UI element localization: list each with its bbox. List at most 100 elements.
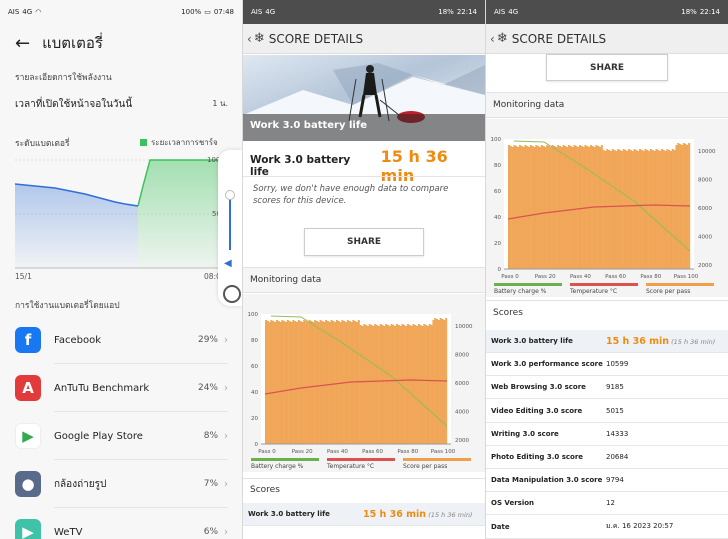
volume-thumb[interactable] [225,190,235,200]
score-bar [578,145,581,269]
score-bar [597,146,600,269]
score-bar [421,326,424,444]
share-button[interactable]: SHARE [546,54,668,81]
legend-swatch [570,283,638,286]
score-bar [653,151,656,269]
score-bar [328,322,331,444]
score-row: OS Version 12 [486,492,728,516]
camera-icon: ● [15,471,41,497]
speaker-icon[interactable]: ◀ [224,258,232,269]
clock: 22:14 [456,8,477,16]
score-bar [669,151,672,269]
chevron-right-icon: › [224,382,228,394]
score-bar [394,326,397,444]
score-bar [274,322,277,444]
x-tick: Pass 80 [397,449,418,455]
page-title: แบตเตอรี่ [42,34,103,52]
y-left-tick: 100 [491,137,502,143]
y-right-tick: 10000 [698,149,716,155]
monitoring-heading: Monitoring data [243,267,485,293]
charge-line [137,159,220,207]
app-row[interactable]: f Facebook 29% › [15,322,228,358]
score-row: Video Editing 3.0 score 5015 [486,400,728,423]
battery-percent: 100% [181,8,202,16]
score-bar [356,322,359,444]
score-bar [535,145,538,269]
app-name: Google Play Store [54,430,143,442]
score-bar [546,145,549,269]
score-bar [602,150,605,269]
score-bar [350,322,353,444]
charge-legend-swatch [140,139,147,146]
screen-on-row[interactable]: เวลาที่เปิดใช้หน้าจอในวันนี้ 1 น. [15,97,228,112]
score-key: Video Editing 3.0 score [491,406,583,415]
app-row[interactable]: ▶ Google Play Store 8% › [15,418,228,454]
score-key: Photo Editing 3.0 score [491,453,584,461]
score-bar [419,325,422,444]
score-bar [426,326,429,444]
list-divider [54,411,228,412]
legend-label: Temperature °C [327,463,375,470]
back-chevron-icon[interactable]: ‹ [490,31,495,46]
score-value: 12 [606,499,615,508]
score-bar [325,320,328,444]
score-bar [405,326,408,444]
score-bar [684,144,687,269]
score-bar [528,147,531,269]
score-bar [286,320,289,444]
app-row[interactable]: A AnTuTu Benchmark 24% › [15,370,228,406]
network-type: 4G [265,8,276,16]
status-bar: AIS 4G 18% 22:14 [243,0,485,24]
app-name: AnTuTu Benchmark [54,382,150,394]
battery-life-summary: Work 3.0 battery life 15 h 36 min [250,147,485,185]
score-row: Work 3.0 performance score 10599 [486,353,728,377]
network-type: 4G [22,8,33,16]
score-value-cell: ม.ค. 16 2023 20:57 [606,521,728,532]
score-bar [441,319,444,444]
chart-legend: Battery charge % Temperature °C Score per … [251,458,471,470]
share-button[interactable]: SHARE [304,228,424,256]
x-tick: Pass 0 [501,274,519,280]
score-bar [673,150,676,269]
battery-life-label: Work 3.0 battery life [250,154,351,178]
score-row: Date ม.ค. 16 2023 20:57 [486,516,728,539]
app-row[interactable]: ▶ WeTV 6% › [15,514,228,539]
score-bar [613,150,616,269]
monitoring-heading: Monitoring data [486,92,728,118]
score-bar [314,320,317,444]
sound-settings-gear-icon[interactable] [223,285,241,303]
volume-slider-popup[interactable]: ◀ [218,150,242,306]
score-value-cell: 12 [606,499,728,507]
score-bar [551,145,554,269]
hero-caption: Work 3.0 battery life [243,114,485,141]
score-bar [573,145,576,269]
score-bar [408,325,411,444]
score-bar [628,149,631,269]
y-right-tick: 4000 [455,410,469,416]
score-bar [633,149,636,269]
score-value: 14333 [606,429,629,438]
monitoring-chart: 100 80 60 40 20 0 10000 8000 6000 4000 2000 Pass 0 P… [248,312,473,455]
score-bar [330,320,333,444]
back-arrow-icon[interactable]: ← [15,32,31,54]
score-bar [425,325,428,444]
score-value-cell: 9185 [606,383,728,391]
back-chevron-icon[interactable]: ‹ [247,31,252,46]
score-bar [392,325,395,444]
monitoring-chart-box: 100 80 60 40 20 0 10000 8000 6000 4000 2000 Pass 0 P… [486,119,728,297]
app-row[interactable]: ● กล้องถ่ายรูป 7% › [15,466,228,502]
score-bar [649,149,652,269]
score-sub: (15 h 36 min) [428,510,473,519]
app-name: กล้องถ่ายรูป [54,478,107,490]
score-bar [332,321,335,444]
chevron-right-icon: › [224,430,228,442]
x-tick: Pass 40 [327,449,348,455]
score-value: ม.ค. 16 2023 20:57 [606,522,674,531]
legend-label: Score per pass [646,288,691,295]
volume-fill [229,196,231,250]
y-right-tick: 2000 [455,438,469,444]
score-bar [518,145,521,269]
score-bar [270,320,273,444]
y-left-tick: 0 [255,442,259,448]
network-type: 4G [508,8,519,16]
